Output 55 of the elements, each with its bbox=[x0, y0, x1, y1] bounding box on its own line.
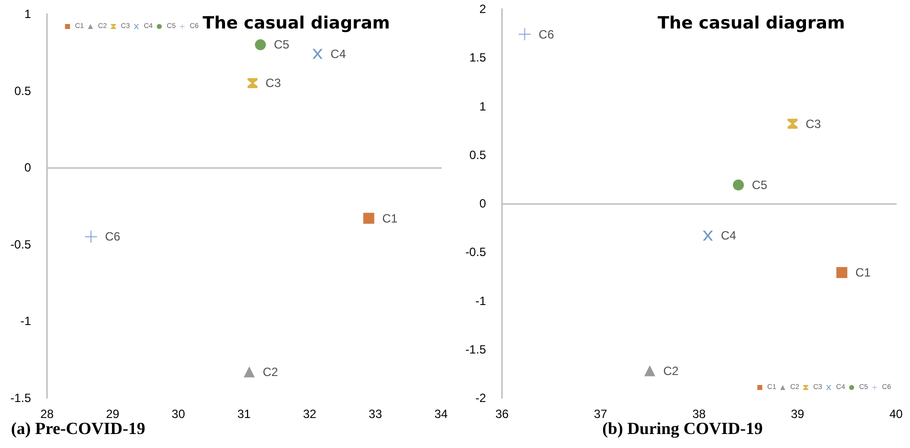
y-tick-label: 2 bbox=[479, 2, 486, 16]
x-tick-label: 40 bbox=[889, 407, 903, 421]
y-tick-label: -0.5 bbox=[10, 237, 32, 252]
chart-title: The casual diagram bbox=[658, 14, 846, 34]
text: C3 bbox=[266, 76, 281, 90]
y-tick-label: 0.5 bbox=[14, 84, 32, 98]
y-tick-label: 1.5 bbox=[469, 50, 486, 65]
point bbox=[363, 212, 374, 224]
point bbox=[702, 230, 713, 241]
x-tick-label: 36 bbox=[495, 407, 509, 421]
chart-title: The casual diagram bbox=[202, 14, 390, 34]
point bbox=[244, 366, 255, 378]
y-tick-label: -1.5 bbox=[10, 391, 32, 405]
text: C1 bbox=[855, 266, 871, 280]
text: C6 bbox=[538, 27, 554, 42]
text: (a) Pre-COVID-19 bbox=[11, 419, 146, 438]
x-tick-label: 37 bbox=[594, 407, 608, 421]
point bbox=[732, 180, 744, 191]
x-tick-label: 30 bbox=[172, 407, 186, 421]
x-tick-label: 31 bbox=[237, 407, 251, 421]
point bbox=[788, 118, 798, 129]
x-tick-label: 28 bbox=[40, 407, 54, 421]
x-tick-label: 39 bbox=[790, 407, 804, 421]
point bbox=[84, 230, 97, 243]
text: (b) During COVID-19 bbox=[602, 419, 763, 438]
x-tick-label: 34 bbox=[434, 407, 448, 421]
text: C1 bbox=[382, 211, 398, 226]
x-tick-label: 29 bbox=[106, 407, 120, 421]
point bbox=[836, 267, 848, 278]
y-tick-label: 1 bbox=[24, 7, 32, 21]
x-tick-label: 33 bbox=[368, 407, 382, 421]
point bbox=[248, 78, 258, 88]
x-tick-label: 32 bbox=[302, 407, 317, 421]
y-tick-label: -2 bbox=[475, 391, 486, 405]
text: C3 bbox=[806, 116, 821, 131]
point bbox=[518, 28, 531, 40]
y-tick-label: 1 bbox=[479, 99, 486, 114]
y-tick-label: -1 bbox=[20, 314, 32, 328]
text: C5 bbox=[752, 178, 768, 192]
point bbox=[254, 39, 266, 50]
y-tick-label: 0 bbox=[24, 160, 32, 175]
point bbox=[312, 48, 323, 59]
y-tick-label: -0.5 bbox=[465, 245, 486, 260]
x-tick-label: 38 bbox=[692, 407, 706, 421]
text: C4 bbox=[330, 46, 346, 61]
point bbox=[644, 365, 656, 376]
y-tick-label: 0.5 bbox=[469, 148, 486, 162]
text: C6 bbox=[104, 230, 120, 244]
text: C2 bbox=[262, 364, 278, 379]
text: C5 bbox=[274, 38, 290, 52]
y-tick-label: -1.5 bbox=[465, 342, 486, 356]
y-tick-label: -1 bbox=[475, 294, 486, 308]
text: C2 bbox=[663, 364, 679, 378]
text: C4 bbox=[720, 228, 736, 243]
y-tick-label: 0 bbox=[479, 196, 486, 210]
